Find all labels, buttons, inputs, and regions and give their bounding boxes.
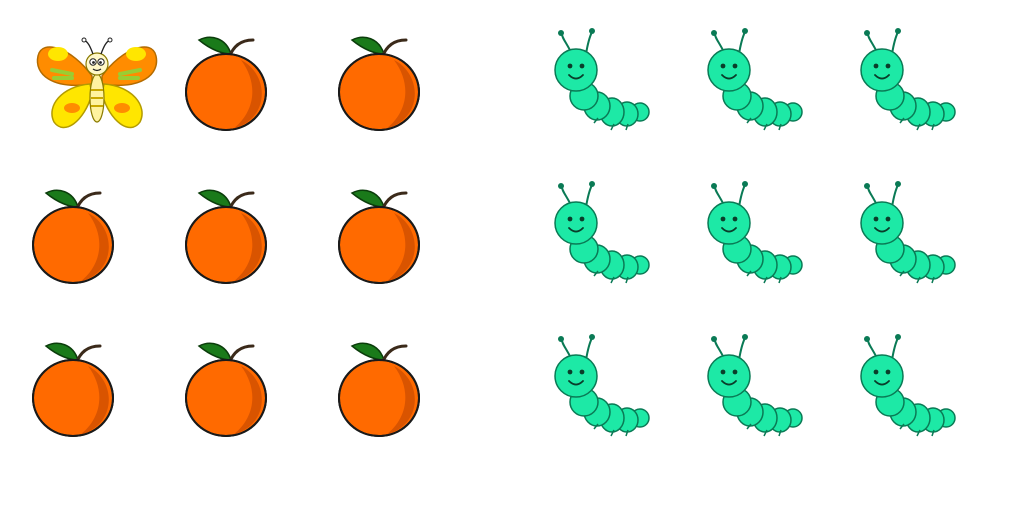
left-grid xyxy=(0,0,460,460)
orange-picture xyxy=(324,16,434,136)
butterfly-picture xyxy=(32,18,162,138)
orange-picture xyxy=(171,169,281,289)
caterpillar-picture xyxy=(848,330,958,450)
caterpillar-picture xyxy=(848,24,958,144)
right-grid xyxy=(530,0,970,460)
caterpillar-picture xyxy=(695,177,805,297)
orange-picture xyxy=(171,16,281,136)
caterpillar-picture xyxy=(695,330,805,450)
caterpillar-picture xyxy=(848,177,958,297)
orange-picture xyxy=(324,169,434,289)
caterpillar-picture xyxy=(695,24,805,144)
caterpillar-picture xyxy=(542,177,652,297)
orange-picture xyxy=(171,322,281,442)
caterpillar-picture xyxy=(542,24,652,144)
orange-picture xyxy=(18,169,128,289)
caterpillar-picture xyxy=(542,330,652,450)
orange-picture xyxy=(18,322,128,442)
orange-picture xyxy=(324,322,434,442)
